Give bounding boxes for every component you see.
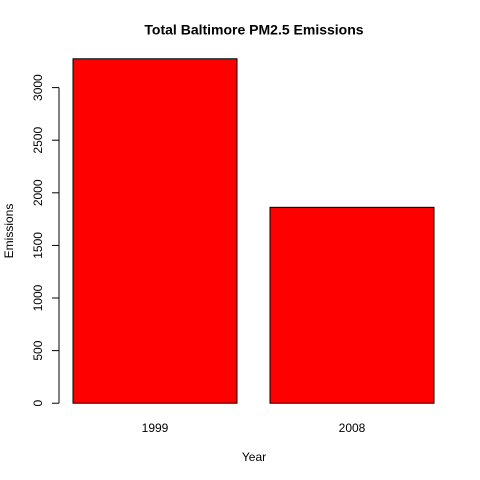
y-axis-label: Emissions [2, 204, 16, 259]
y-tick-label: 0 [31, 400, 45, 407]
chart-title: Total Baltimore PM2.5 Emissions [144, 22, 363, 38]
y-tick-label: 2000 [31, 179, 45, 206]
y-tick-label: 2500 [31, 127, 45, 154]
x-tick-label: 1999 [142, 421, 169, 435]
y-tick-label: 3000 [31, 74, 45, 101]
bar [72, 58, 238, 404]
y-tick-label: 500 [31, 340, 45, 360]
x-tick-label: 2008 [339, 421, 366, 435]
x-axis-label: Year [242, 450, 266, 464]
bar [269, 206, 435, 404]
y-tick-label: 1500 [31, 232, 45, 259]
y-tick-label: 1000 [31, 284, 45, 311]
